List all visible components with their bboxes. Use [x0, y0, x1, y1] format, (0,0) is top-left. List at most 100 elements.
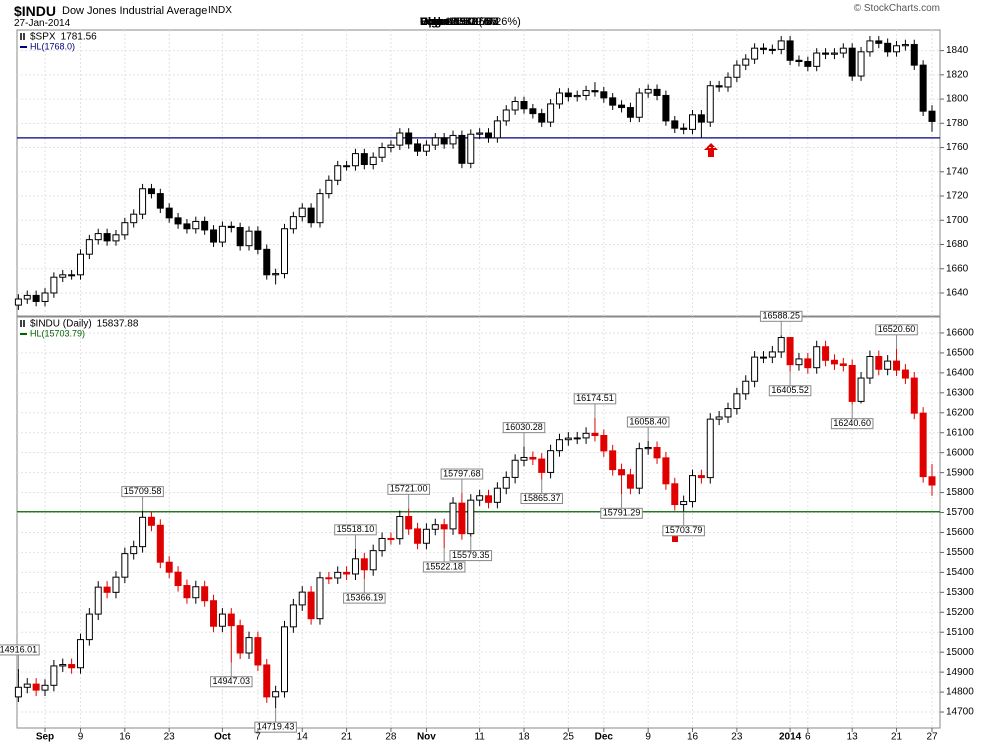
candle-body	[94, 233, 102, 241]
candle-body	[281, 228, 288, 275]
quote-item: Low 15783.55	[420, 16, 491, 28]
legend-value: 15837.88	[97, 319, 139, 330]
candle-body	[23, 683, 31, 688]
x-tick-label: 9	[78, 732, 84, 743]
candle-body	[928, 110, 936, 122]
candle-body	[635, 92, 643, 118]
candle-body	[644, 88, 652, 94]
candle-body	[493, 120, 501, 139]
y-tick-label: 16100	[946, 427, 974, 438]
candle-body	[334, 571, 342, 579]
x-tick-label: 21	[891, 732, 903, 743]
quote-label: Low	[420, 16, 442, 28]
candle-body	[414, 528, 422, 544]
annotation-label: 15797.68	[443, 468, 481, 478]
candle-body	[644, 446, 652, 450]
candle-body	[866, 40, 874, 53]
candle-body	[351, 558, 359, 575]
candle-body	[742, 58, 750, 66]
candle-body	[147, 188, 155, 195]
legend-icon	[20, 33, 25, 40]
y-tick-label: 14900	[946, 667, 974, 678]
y-tick-label: 15500	[946, 547, 974, 558]
source: © StockCharts.com	[853, 3, 940, 14]
candle-body	[848, 47, 856, 77]
candle-body	[121, 553, 129, 578]
candle-body	[467, 133, 475, 164]
quote-label: High	[420, 16, 445, 28]
candle-body	[751, 47, 759, 60]
x-tick-label: 9	[645, 732, 651, 743]
annotation-box	[121, 486, 164, 498]
candle-body	[910, 377, 918, 414]
panel-frame	[16, 316, 941, 729]
candle-body	[511, 101, 519, 111]
annotation-label: 16405.52	[771, 385, 809, 395]
candle-body	[635, 448, 643, 489]
candle-body	[520, 456, 528, 461]
candle-body	[281, 626, 288, 693]
annotation-label: 16058.40	[629, 416, 667, 426]
candle-body	[582, 432, 590, 439]
candle-body	[41, 292, 49, 302]
candle-body	[272, 273, 280, 276]
candle-body	[316, 577, 324, 620]
annotation-label: 15709.58	[124, 486, 162, 496]
x-tick-label: 11	[474, 732, 485, 743]
candle-body	[609, 450, 617, 471]
candle-body	[14, 686, 22, 698]
candle-body	[14, 298, 22, 306]
y-tick-label: 16500	[946, 348, 974, 359]
candle-body	[121, 222, 129, 236]
candle-body	[830, 52, 838, 55]
candle-body	[147, 516, 155, 526]
candle-body	[609, 97, 617, 106]
candle-body	[671, 483, 679, 506]
quote-item: Close 15837.88	[420, 16, 499, 28]
annotation-label: 15721.00	[390, 484, 428, 494]
y-tick-label: 1840	[946, 45, 969, 56]
candle-body	[564, 92, 572, 98]
annotation-box	[875, 324, 918, 336]
quote-item: Volume 501.6M	[420, 16, 499, 28]
candle-body	[573, 437, 581, 440]
annotation-label: 15579.35	[452, 550, 490, 560]
candle-body	[85, 613, 93, 641]
x-tick-label: 18	[518, 732, 530, 743]
candle-body	[715, 85, 723, 88]
candle-body	[822, 346, 830, 361]
candle-body	[156, 193, 164, 209]
candle-body	[467, 499, 475, 535]
candle-body	[715, 416, 723, 420]
annotation-box	[334, 524, 377, 536]
quote-value: 15837.88	[452, 16, 499, 28]
candle-body	[618, 104, 626, 109]
x-tick-label: 13	[847, 732, 859, 743]
annotation-box	[502, 422, 546, 434]
candle-body	[103, 233, 111, 242]
annotation-box	[440, 468, 484, 480]
y-tick-label: 15600	[946, 527, 974, 538]
y-tick-label: 1820	[946, 69, 969, 80]
candle-body	[689, 475, 697, 503]
candle-body	[139, 516, 147, 548]
candle-body	[910, 44, 918, 66]
candle-body	[68, 274, 76, 277]
candle-body	[440, 524, 448, 530]
quote-item: Chg -41.23 (-0.26%)	[420, 16, 521, 28]
candle-body	[245, 230, 253, 247]
candle-body	[245, 637, 253, 654]
candle-body	[130, 546, 138, 555]
annotation-box	[210, 676, 253, 688]
candle-body	[139, 188, 147, 215]
candle-body	[804, 61, 812, 67]
candle-body	[112, 576, 120, 593]
candle-body	[183, 585, 191, 599]
candle-body	[777, 40, 785, 50]
candle-body	[289, 216, 297, 230]
candle-body	[795, 358, 803, 366]
candle-body	[298, 591, 306, 606]
candle-body	[538, 113, 546, 123]
candle-body	[41, 684, 49, 691]
annotation-box	[343, 592, 386, 604]
